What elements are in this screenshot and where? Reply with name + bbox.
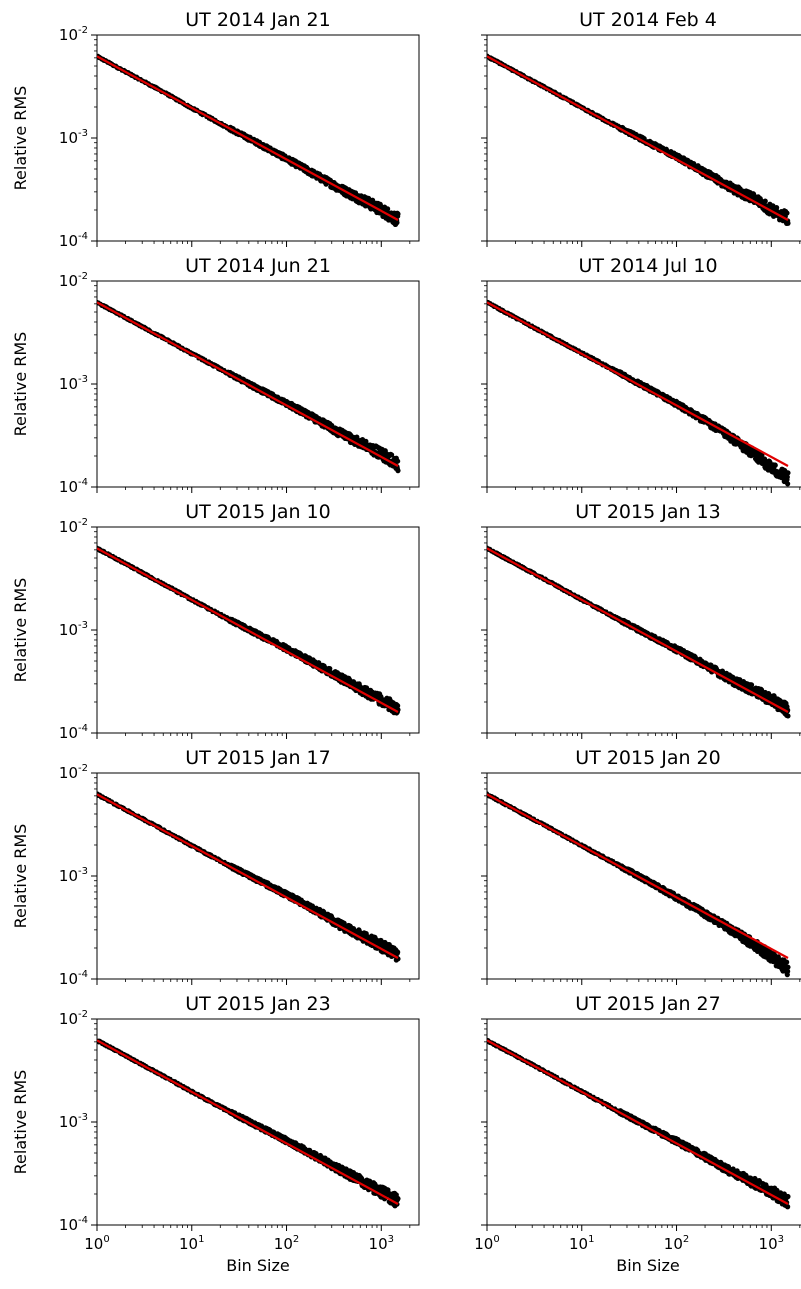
subplot-3: UT 2014 Jun 21 10-4 10-3 10-2 Relative RMS (11, 255, 420, 496)
y-tick-label: 10-2 (59, 25, 88, 44)
data-point (785, 470, 791, 476)
data-point (363, 438, 369, 444)
fit-line (97, 547, 399, 713)
subplot-1: UT 2014 Jan 21 10-4 10-3 10-2 Relative RMS (11, 9, 420, 250)
axes-frame (96, 280, 420, 488)
y-tick-label: 10-4 (59, 723, 88, 742)
subplot-title: UT 2014 Jun 21 (185, 255, 331, 277)
data-point (784, 210, 790, 216)
subplot-title: UT 2015 Jan 13 (575, 501, 720, 523)
plot-area (97, 299, 401, 474)
y-tick-label: 10-3 (59, 374, 88, 393)
y-axis-label: Relative RMS (11, 86, 30, 191)
subplot-title: UT 2014 Feb 4 (579, 9, 717, 31)
data-point (395, 458, 401, 464)
y-tick-label: 10-2 (59, 271, 88, 290)
subplot-title: UT 2014 Jul 10 (578, 255, 717, 277)
y-tick-label: 10-4 (59, 477, 88, 496)
data-point (395, 468, 401, 474)
subplot-5: UT 2015 Jan 10 10-4 10-3 10-2 Relative RMS (11, 501, 420, 742)
fit-line (487, 301, 789, 467)
data-point (395, 211, 401, 217)
fit-line (487, 55, 789, 221)
data-point (785, 220, 791, 226)
subplot-4: UT 2014 Jul 10 (481, 255, 801, 493)
plot-area (487, 545, 791, 719)
y-axis-label: Relative RMS (11, 332, 30, 437)
subplot-2: UT 2014 Feb 4 (481, 9, 801, 247)
y-tick-label: 10-3 (59, 128, 88, 147)
data-point (785, 481, 791, 487)
data-point (394, 219, 400, 226)
data-point (389, 452, 395, 458)
fit-line (97, 55, 399, 221)
y-axis-label: Relative RMS (11, 578, 30, 683)
data-point (784, 474, 790, 480)
plot-area (97, 545, 401, 716)
fit-line (97, 301, 399, 467)
data-point (395, 703, 401, 709)
data-point (774, 204, 780, 211)
subplot-6: UT 2015 Jan 13 (481, 501, 801, 739)
plot-area (97, 53, 401, 228)
plot-area (487, 53, 791, 227)
data-point (762, 198, 768, 204)
subplot-title: UT 2014 Jan 21 (185, 9, 330, 31)
y-tick-label: 10-3 (59, 620, 88, 639)
data-point (772, 462, 778, 468)
y-tick-label: 10-4 (59, 231, 88, 250)
data-point (385, 206, 391, 212)
subplot-title: UT 2015 Jan 10 (185, 501, 330, 523)
y-tick-label: 10-2 (59, 517, 88, 536)
plot-area (487, 299, 791, 487)
